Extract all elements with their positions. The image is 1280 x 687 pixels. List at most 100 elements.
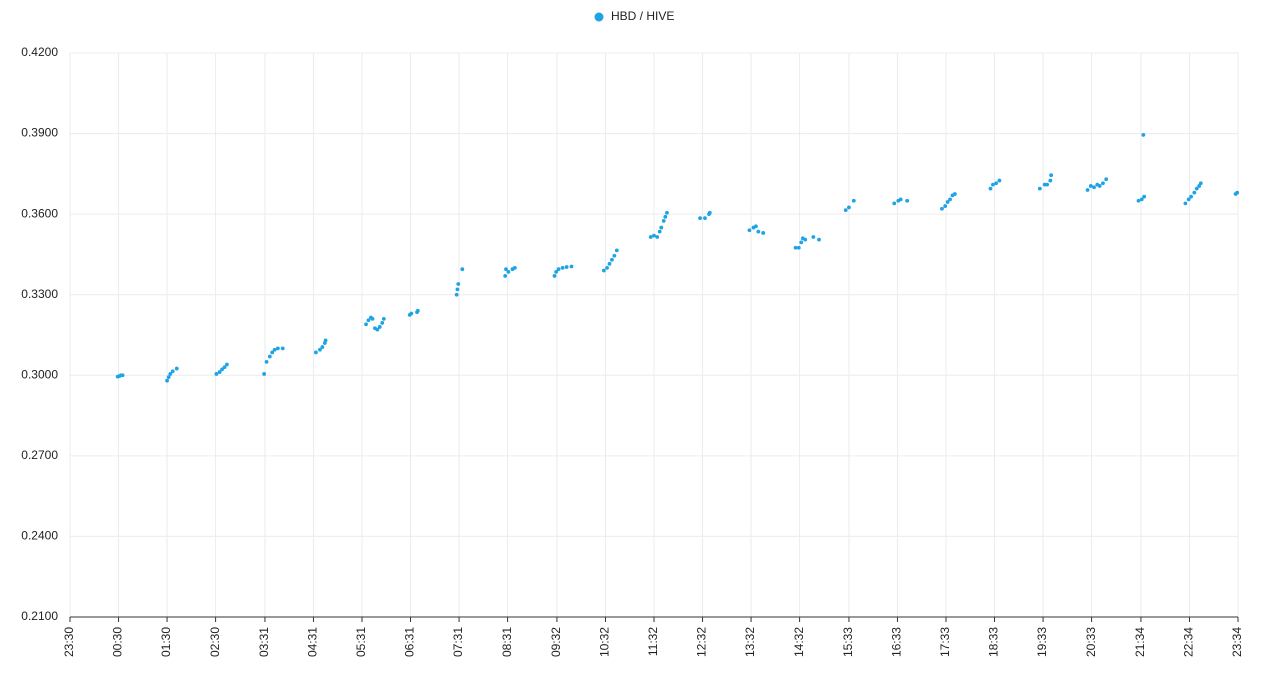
- point: [1235, 190, 1240, 195]
- point: [811, 235, 816, 239]
- x-tick-label: 22:34: [1182, 627, 1196, 657]
- point: [665, 210, 669, 215]
- point: [262, 372, 267, 376]
- y-tick-label: 0.2100: [21, 609, 58, 623]
- x-tick-label: 20:33: [1084, 627, 1098, 657]
- point: [1104, 177, 1109, 182]
- x-tick-label: 14:32: [792, 627, 806, 657]
- y-tick-label: 0.4200: [21, 45, 58, 59]
- point: [663, 214, 668, 219]
- point: [120, 373, 125, 378]
- point: [1101, 181, 1105, 186]
- x-tick-label: 23:34: [1230, 627, 1244, 657]
- point: [905, 198, 910, 203]
- point: [409, 311, 414, 316]
- y-tick-label: 0.2700: [21, 448, 58, 462]
- point: [264, 359, 269, 364]
- point: [1136, 198, 1141, 203]
- point: [648, 235, 653, 239]
- x-tick-label: 03:31: [257, 627, 271, 657]
- point: [1141, 133, 1146, 137]
- point: [554, 269, 559, 274]
- point: [612, 253, 617, 258]
- point: [657, 229, 662, 234]
- point: [166, 375, 171, 380]
- x-tick-label: 18:33: [987, 627, 1001, 657]
- point: [698, 216, 703, 221]
- x-tick-label: 01:30: [159, 627, 173, 657]
- y-tick-label: 0.3000: [21, 367, 58, 381]
- x-tick-label: 15:33: [841, 627, 855, 657]
- point: [270, 350, 275, 355]
- point: [945, 200, 950, 204]
- y-tick-label: 0.3300: [21, 287, 58, 301]
- point: [614, 248, 619, 253]
- point: [703, 216, 707, 221]
- point: [803, 237, 808, 242]
- y-tick-label: 0.3900: [21, 126, 58, 140]
- point: [1194, 186, 1199, 191]
- point: [280, 346, 285, 351]
- point: [456, 282, 461, 286]
- point: [170, 369, 175, 374]
- point: [754, 224, 758, 229]
- point: [659, 225, 664, 230]
- point: [460, 267, 465, 272]
- point: [898, 197, 903, 202]
- point: [1092, 185, 1096, 190]
- x-tick-label: 09:32: [549, 627, 563, 657]
- point: [761, 231, 766, 235]
- point: [1037, 186, 1042, 191]
- point: [601, 268, 606, 273]
- point: [323, 338, 328, 343]
- point: [1186, 197, 1191, 202]
- point: [1139, 197, 1144, 202]
- point: [552, 274, 557, 278]
- point: [1085, 188, 1090, 192]
- x-tick-label: 04:31: [306, 627, 320, 657]
- point: [556, 267, 561, 272]
- point: [380, 321, 385, 325]
- x-tick-label: 08:31: [500, 627, 514, 657]
- point: [503, 274, 508, 278]
- point: [168, 372, 173, 376]
- x-tick-label: 05:31: [354, 627, 368, 657]
- point: [952, 192, 957, 196]
- legend-marker: [594, 12, 604, 22]
- point: [165, 378, 169, 383]
- point: [454, 292, 459, 297]
- point: [364, 322, 368, 327]
- x-tick-label: 00:30: [111, 627, 125, 657]
- point: [940, 206, 944, 211]
- point: [381, 316, 386, 321]
- point: [799, 240, 804, 245]
- point: [991, 182, 995, 187]
- point: [892, 201, 897, 206]
- point: [747, 228, 752, 233]
- point: [560, 265, 565, 270]
- point: [366, 318, 371, 323]
- point: [1097, 184, 1102, 188]
- point: [455, 287, 460, 292]
- point: [1045, 182, 1050, 187]
- point: [1049, 173, 1054, 178]
- x-tick-label: 16:33: [890, 627, 904, 657]
- point: [267, 354, 272, 359]
- point: [610, 257, 614, 262]
- point: [1142, 194, 1147, 199]
- point: [225, 362, 229, 367]
- point: [605, 265, 609, 270]
- point: [569, 264, 574, 269]
- x-tick-label: 19:33: [1035, 627, 1049, 657]
- x-tick-label: 23:30: [62, 627, 76, 657]
- point: [997, 178, 1002, 183]
- point: [661, 218, 666, 223]
- point: [796, 245, 801, 250]
- point: [655, 235, 660, 239]
- x-tick-label: 02:30: [208, 627, 222, 657]
- y-tick-label: 0.2400: [21, 529, 58, 543]
- legend-label: HBD / HIVE: [611, 9, 674, 23]
- y-tick-label: 0.3600: [21, 206, 58, 220]
- point: [272, 347, 277, 352]
